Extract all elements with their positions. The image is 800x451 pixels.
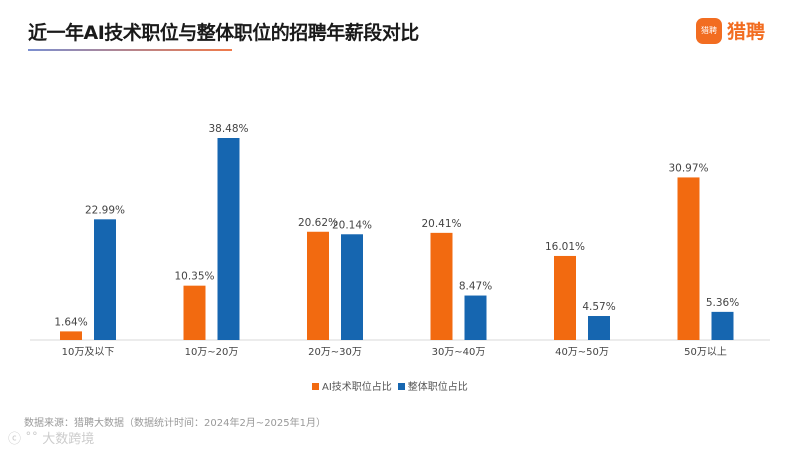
liepin-logo-icon: 猎聘	[696, 17, 722, 44]
legend-item-ai: AI技术职位占比	[312, 378, 392, 393]
data-label-overall-0: 22.99%	[85, 204, 125, 216]
bar-overall-3	[464, 295, 487, 340]
legend-label-overall: 整体职位占比	[407, 382, 468, 393]
title-underline	[28, 49, 232, 51]
x-tick-label-0: 10万及以下	[62, 346, 115, 358]
watermark: ⓒ ˚˚ 大数跨境	[8, 432, 95, 447]
legend-label-ai: AI技术职位占比	[322, 382, 392, 393]
data-label-overall-1: 38.48%	[208, 123, 248, 135]
bar-ai-4	[554, 255, 576, 340]
logo-text: 猎聘	[727, 21, 766, 43]
data-label-ai-5: 30.97%	[668, 162, 708, 174]
x-tick-label-3: 30万~40万	[432, 347, 486, 358]
data-label-ai-1: 10.35%	[174, 271, 214, 283]
x-tick-label-5: 50万以上	[684, 346, 727, 358]
bar-overall-2	[341, 234, 363, 340]
data-label-overall-3: 8.47%	[459, 281, 492, 293]
bar-ai-1	[183, 285, 206, 340]
watermark-text: 大数跨境	[42, 432, 95, 447]
liepin-logo: 猎聘 猎聘	[696, 17, 765, 44]
x-tick-label-4: 40万~50万	[555, 347, 609, 358]
data-label-ai-0: 1.64%	[54, 316, 87, 328]
data-label-ai-4: 16.01%	[545, 241, 585, 253]
data-label-overall-2: 20.14%	[332, 219, 372, 231]
legend-swatch-ai	[312, 383, 319, 390]
bar-ai-2	[307, 231, 329, 340]
bar-overall-4	[588, 316, 610, 340]
x-tick-label-1: 10万~20万	[185, 347, 239, 358]
bar-overall-5	[711, 311, 734, 340]
bar-ai-3	[430, 232, 453, 340]
bar-overall-1	[217, 138, 240, 340]
bar-ai-5	[677, 177, 700, 340]
bar-ai-0	[60, 331, 82, 340]
bar-overall-0	[94, 219, 116, 340]
legend: AI技术职位占比 整体职位占比	[312, 378, 468, 393]
data-label-ai-2: 20.62%	[298, 217, 338, 229]
x-tick-label-2: 20万~30万	[308, 347, 362, 358]
page-title: 近一年AI技术职位与整体职位的招聘年薪段对比	[28, 22, 419, 44]
data-label-overall-4: 4.57%	[582, 301, 615, 313]
data-label-ai-3: 20.41%	[421, 218, 461, 230]
data-label-overall-5: 5.36%	[706, 297, 739, 309]
data-source-note: 数据来源：猎聘大数据（数据统计时间：2024年2月~2025年1月）	[24, 418, 327, 429]
legend-item-overall: 整体职位占比	[397, 378, 468, 393]
legend-swatch-overall	[397, 383, 405, 390]
